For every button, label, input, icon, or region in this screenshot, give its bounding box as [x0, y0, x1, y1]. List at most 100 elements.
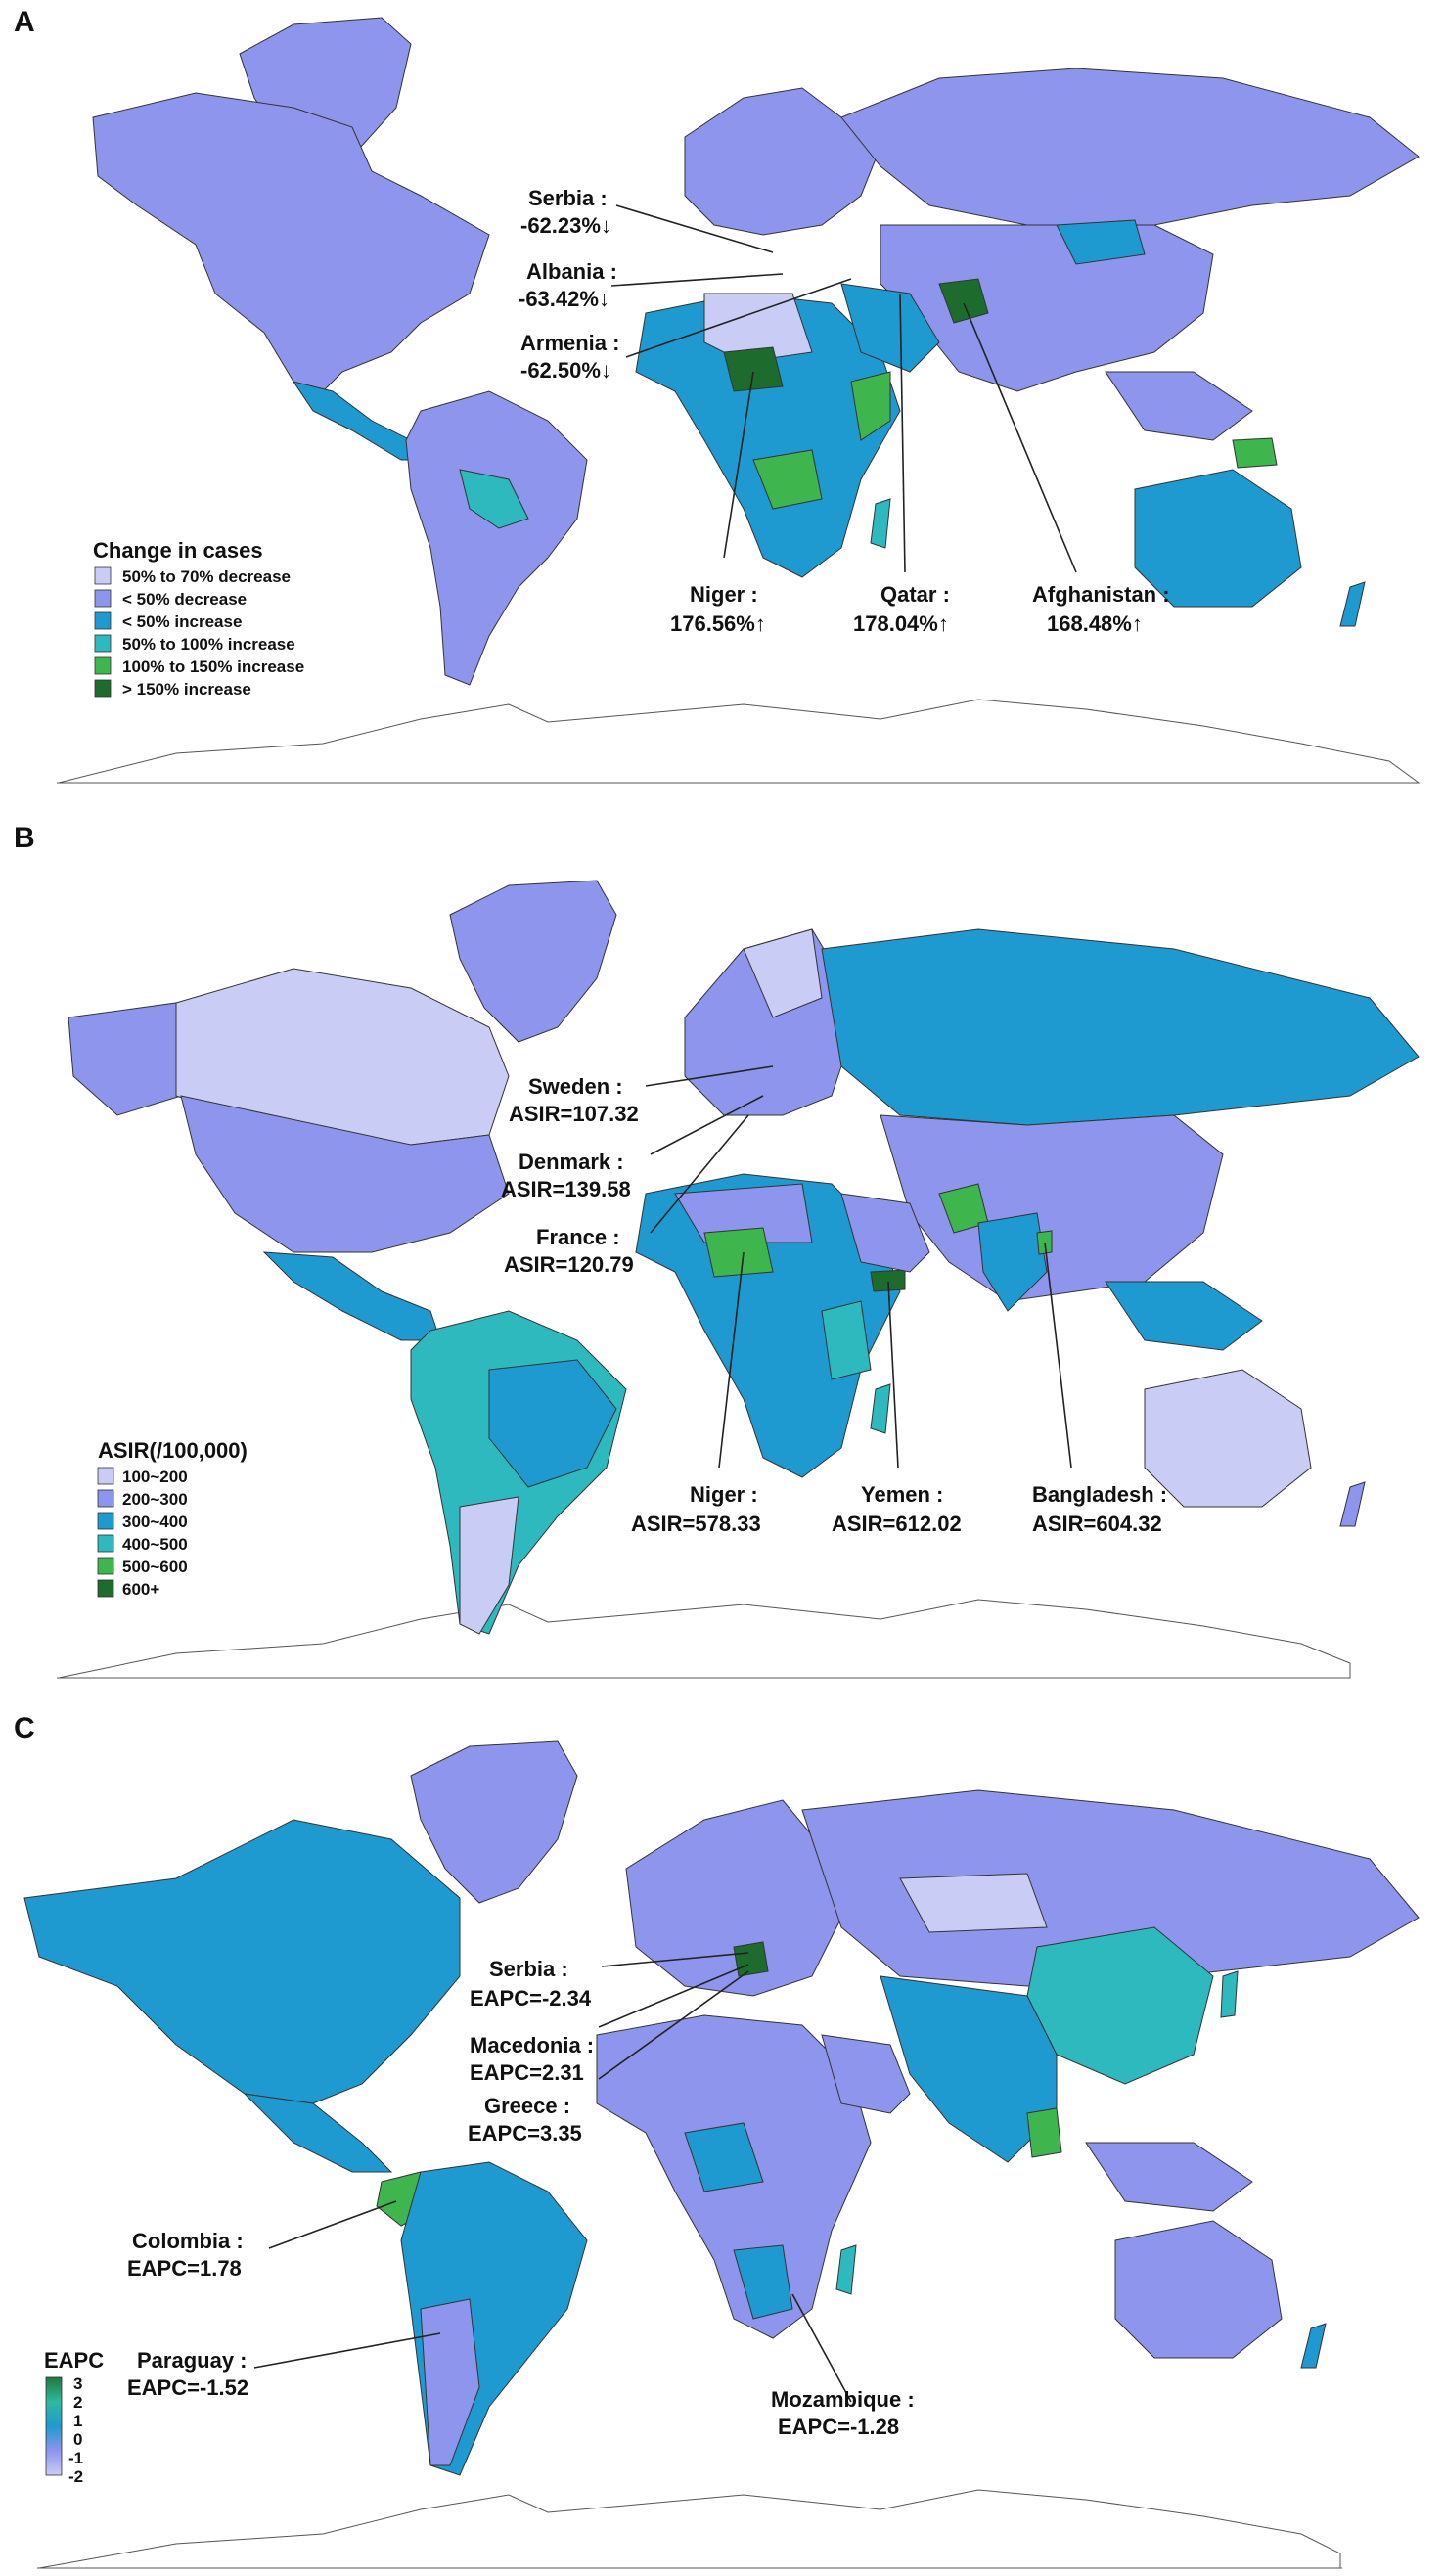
annotation-yemen-value: ASIR=612.02 [832, 1512, 962, 1536]
madagascar [835, 2244, 857, 2295]
legend-swatch [94, 611, 112, 630]
annotation-armenia-name: Armenia : [520, 331, 619, 355]
usa [180, 1095, 510, 1253]
central-africa [684, 2122, 764, 2192]
legend-swatch [94, 589, 112, 608]
greenland [449, 880, 617, 1043]
south-america-south [420, 2298, 480, 2466]
legend-tick: 1 [73, 2412, 82, 2430]
legend-swatch [97, 1489, 114, 1508]
legend: EAPC 3 2 1 0 -1 -2 [44, 2348, 104, 2486]
legend-title: Change in cases [93, 538, 263, 563]
annotation-serbia-name: Serbia : [528, 186, 608, 210]
bangladesh [1036, 1230, 1053, 1255]
india [977, 1212, 1048, 1312]
annotation-niger-value: ASIR=578.33 [631, 1512, 761, 1536]
afghanistan [938, 278, 989, 324]
thailand [1026, 2107, 1062, 2158]
australia [1134, 469, 1302, 608]
legend-title: ASIR(/100,000) [98, 1438, 248, 1463]
brazil [488, 1359, 617, 1488]
panel-label: B [14, 822, 35, 854]
legend-swatch [97, 1557, 114, 1575]
legend-label: 200~300 [122, 1490, 188, 1509]
new-zealand [1339, 581, 1366, 627]
world-map: Sweden : ASIR=107.32 Denmark : ASIR=139.… [57, 880, 1420, 1679]
annotation-sweden-name: Sweden : [528, 1074, 623, 1099]
annotation-bangladesh-value: ASIR=604.32 [1032, 1512, 1162, 1536]
legend-label: 300~400 [122, 1513, 188, 1531]
central-america [262, 1251, 441, 1341]
europe [625, 1799, 842, 1997]
legend: Change in cases 50% to 70% decrease < 50… [93, 538, 304, 699]
southeast-asia [1105, 1281, 1263, 1351]
legend-tick: 2 [73, 2393, 82, 2412]
annotation-denmark-value: ASIR=139.58 [501, 1177, 631, 1201]
arabia [840, 283, 940, 373]
south-america-region [459, 469, 529, 529]
leader-lines [253, 1952, 852, 2403]
australia [1144, 1369, 1312, 1508]
annotation-france-name: France : [536, 1225, 620, 1249]
legend-tick: -2 [68, 2467, 83, 2486]
annotation-colombia-value: EAPC=1.78 [127, 2256, 242, 2281]
europe [684, 87, 881, 236]
legend-tick: -1 [68, 2449, 83, 2467]
panel-label: A [14, 6, 35, 38]
legend-swatch [97, 1467, 114, 1485]
south-america [405, 390, 588, 686]
niger [703, 1227, 774, 1278]
legend-swatch [97, 1579, 114, 1598]
legend-title: EAPC [44, 2348, 104, 2373]
new-zealand [1300, 2323, 1327, 2369]
antarctica [58, 699, 1421, 784]
russia [840, 68, 1420, 226]
annotation-yemen-name: Yemen : [861, 1482, 943, 1507]
africa [635, 293, 901, 578]
legend-label: < 50% decrease [122, 590, 247, 609]
russia [801, 1789, 1420, 1987]
annotation-denmark-name: Denmark : [519, 1150, 624, 1174]
annotation-greece-value: EAPC=3.35 [468, 2121, 582, 2146]
legend-label: 50% to 70% decrease [122, 567, 291, 586]
new-zealand [1339, 1481, 1366, 1527]
legend-label: < 50% increase [122, 612, 242, 631]
annotation-armenia-value: -62.50%↓ [520, 358, 611, 383]
arabia [840, 1193, 930, 1273]
east-africa [821, 1300, 872, 1380]
legend-label: 500~600 [122, 1558, 188, 1576]
annotation-greece-name: Greece : [484, 2094, 570, 2118]
alaska [68, 1002, 182, 1116]
asia [880, 1114, 1224, 1302]
annotation-macedonia-name: Macedonia : [470, 2033, 594, 2057]
north-america [23, 1819, 461, 2104]
annotation-niger-name: Niger : [690, 1482, 758, 1507]
central-america [243, 2093, 393, 2173]
legend-swatch [94, 679, 112, 698]
leader-lines [610, 204, 1077, 573]
madagascar [870, 1383, 891, 1434]
annotation-mozambique-value: EAPC=-1.28 [778, 2415, 899, 2439]
southeast-asia [1085, 2142, 1253, 2212]
world-map: Serbia : EAPC=-2.34 Macedonia : EAPC=2.3… [23, 1740, 1420, 2569]
legend-label: 600+ [122, 1580, 159, 1599]
annotation-paraguay-value: EAPC=-1.52 [127, 2375, 248, 2400]
east-africa [850, 371, 891, 441]
panel-label: C [14, 1712, 35, 1744]
annotation-niger-name: Niger : [690, 582, 758, 607]
mongolia [1056, 219, 1146, 265]
annotation-afghanistan-value: 168.48%↑ [1047, 611, 1143, 636]
legend: ASIR(/100,000) 100~200 200~300 300~400 4… [97, 1438, 248, 1599]
southern-africa [733, 2244, 793, 2320]
legend-label: 50% to 100% increase [122, 635, 295, 654]
annotation-qatar-name: Qatar : [880, 582, 950, 607]
world-map: Serbia : -62.23%↓ Albania : -63.42%↓ Arm… [57, 17, 1421, 784]
africa [635, 1173, 901, 1478]
legend-swatch [94, 566, 112, 585]
yemen [870, 1269, 906, 1292]
panel-a: A [0, 0, 1444, 822]
scandinavia [743, 928, 823, 1018]
legend-tick: 0 [73, 2430, 82, 2449]
annotation-albania-value: -63.42%↓ [519, 287, 609, 311]
annotation-mozambique-name: Mozambique : [771, 2387, 915, 2412]
